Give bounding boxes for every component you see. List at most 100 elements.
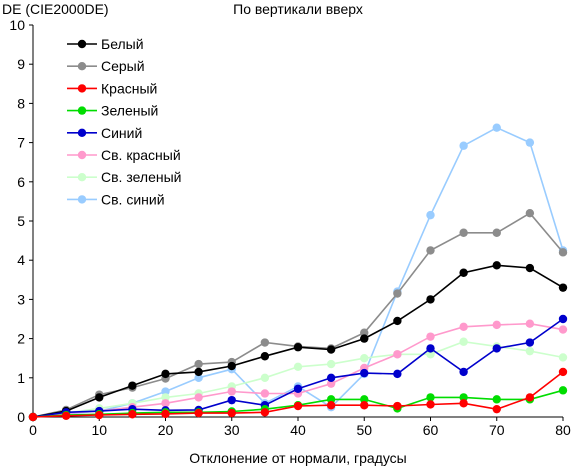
data-point <box>326 379 336 388</box>
y-tick-label: 3 <box>17 291 25 307</box>
data-point <box>161 369 170 379</box>
data-point <box>426 295 435 304</box>
data-point <box>558 283 568 292</box>
data-point <box>326 395 336 404</box>
x-tick-label: 80 <box>555 422 571 438</box>
series-layer <box>28 123 568 422</box>
data-point <box>558 314 568 324</box>
data-point <box>393 316 402 326</box>
x-tick-label: 10 <box>91 422 107 438</box>
data-point <box>393 401 402 411</box>
data-point <box>525 263 535 273</box>
data-point <box>194 373 203 382</box>
data-point <box>492 228 501 237</box>
legend-marker <box>77 150 87 160</box>
legend-item: Зеленый <box>67 103 158 119</box>
data-point <box>194 367 203 377</box>
y-tick-label: 2 <box>17 331 25 347</box>
legend-item: Красный <box>67 80 157 96</box>
data-point <box>426 332 435 341</box>
data-point <box>260 352 270 361</box>
x-tick-label: 60 <box>423 422 439 438</box>
data-point <box>492 261 501 270</box>
data-point <box>525 338 535 347</box>
data-point <box>459 322 468 332</box>
data-point <box>525 138 535 147</box>
data-point <box>360 368 369 378</box>
data-point <box>459 141 468 150</box>
data-point <box>260 338 270 347</box>
data-point <box>426 400 435 409</box>
y-tick-label: 6 <box>17 174 25 190</box>
data-point <box>326 401 336 410</box>
data-point <box>492 395 501 404</box>
data-point <box>558 353 568 362</box>
data-point <box>194 393 203 402</box>
data-point <box>459 393 468 402</box>
data-point <box>260 408 270 417</box>
x-tick-label: 0 <box>29 422 37 438</box>
data-point <box>293 384 303 393</box>
data-point <box>326 373 336 382</box>
data-point <box>260 373 270 382</box>
data-point <box>459 228 468 237</box>
data-point <box>161 409 170 419</box>
data-point <box>326 359 336 369</box>
y-tick-label: 1 <box>17 370 25 386</box>
x-tick-label: 20 <box>158 422 174 438</box>
legend-item: Св. синий <box>67 191 165 207</box>
x-tick-label: 70 <box>489 422 505 438</box>
data-point <box>459 367 468 377</box>
legend-marker <box>77 195 87 204</box>
legend-marker <box>77 106 87 115</box>
legend-label: Синий <box>101 125 142 141</box>
data-point <box>426 210 435 220</box>
data-point <box>227 361 236 371</box>
data-point <box>61 411 71 421</box>
legend-item: Белый <box>67 36 144 52</box>
y-tick-label: 4 <box>17 252 25 268</box>
data-point <box>393 350 402 359</box>
data-point <box>360 401 369 410</box>
chart-title: По вертикали вверх <box>233 1 363 17</box>
data-point <box>194 359 203 369</box>
data-point <box>161 399 170 408</box>
y-tick-label: 7 <box>17 135 25 151</box>
data-point <box>95 410 104 420</box>
x-axis-label: Отклонение от нормали, градусы <box>189 450 406 466</box>
x-tick-label: 40 <box>290 422 306 438</box>
legend-marker <box>77 128 87 137</box>
legend-marker <box>77 84 87 93</box>
data-point <box>293 362 303 372</box>
y-tick-label: 0 <box>17 409 25 425</box>
data-point <box>558 367 568 377</box>
data-point <box>28 412 38 422</box>
data-point <box>459 399 468 408</box>
data-point <box>525 208 535 218</box>
y-tick-label: 8 <box>17 95 25 111</box>
legend-item: Св. красный <box>67 147 181 163</box>
data-point <box>426 350 435 359</box>
data-point <box>393 369 402 379</box>
data-point <box>426 246 435 255</box>
legend-label: Св. синий <box>101 191 165 207</box>
data-point <box>128 410 137 419</box>
data-point <box>360 354 369 363</box>
legend-label: Красный <box>101 80 157 96</box>
data-point <box>459 337 468 346</box>
axes: 0 1 2 3 4 5 6 7 8 9 10 0 10 20 30 40 50 60 70 80 <box>9 17 571 438</box>
data-point <box>459 268 468 277</box>
legend-label: Св. красный <box>101 147 181 163</box>
data-point <box>525 393 535 402</box>
data-point <box>293 343 303 352</box>
legend-item: Серый <box>67 58 145 74</box>
data-point <box>525 346 535 356</box>
data-point <box>426 344 435 353</box>
series-8 <box>28 123 568 422</box>
data-point <box>360 328 369 337</box>
data-point <box>492 123 501 132</box>
legend: Белый Серый Красный Зеленый Синий Св. красный… <box>67 36 181 207</box>
data-point <box>227 387 236 396</box>
legend-marker <box>77 173 87 182</box>
